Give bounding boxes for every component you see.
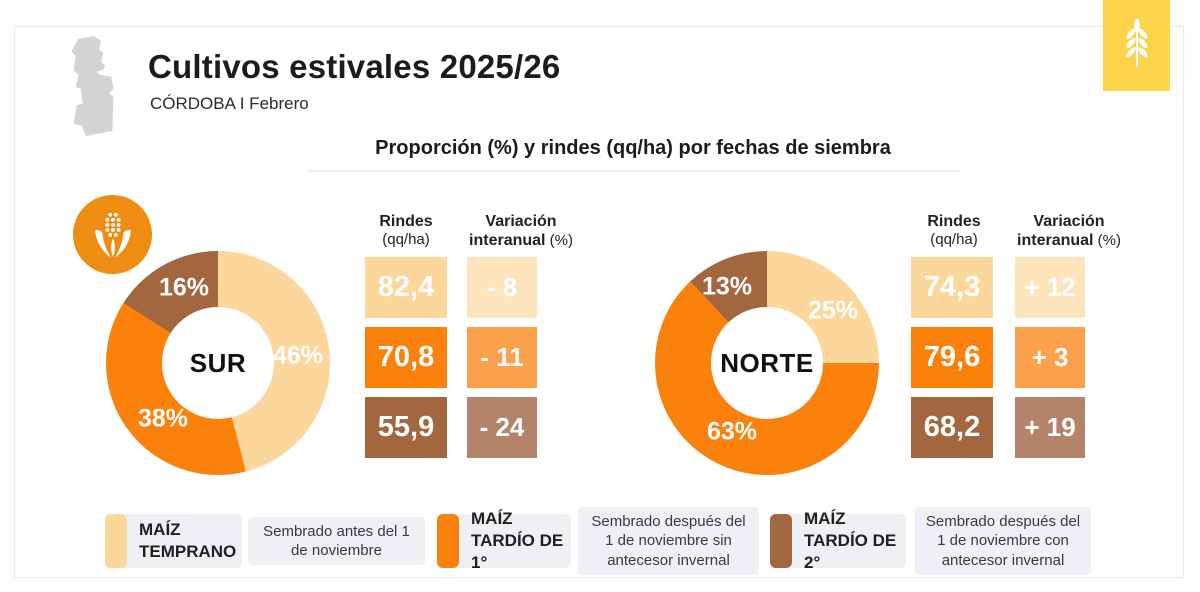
variacion-value-sur-tardio1: - 11 — [467, 327, 537, 388]
legend-item-maiz-tardio-1: MAÍZ TARDÍO DE 1° — [437, 509, 571, 572]
header-variacion-norte: Variación interanual (%) — [1017, 213, 1121, 250]
rinde-value-sur-tardio2: 55,9 — [365, 397, 447, 458]
variacion-value-norte-temprano: + 12 — [1015, 257, 1085, 318]
slice-label-tardio1-sur: 38% — [137, 404, 189, 433]
slice-label-tardio2-sur: 16% — [158, 273, 210, 302]
legend-label: MAÍZ TEMPRANO — [139, 519, 237, 561]
section-title: Proporción (%) y rindes (qq/ha) por fech… — [375, 137, 891, 159]
variacion-value-norte-tardio1: + 3 — [1015, 327, 1085, 388]
region-label-norte: NORTE — [720, 347, 814, 378]
legend-swatch-tardio1 — [437, 514, 459, 568]
legend-swatch-temprano — [105, 514, 127, 568]
rinde-value-norte-temprano: 74,3 — [911, 257, 993, 318]
legend-label: MAÍZ TARDÍO DE 2° — [804, 508, 897, 573]
slice-label-temprano-sur: 46% — [272, 341, 324, 370]
cordoba-province-map — [62, 36, 122, 138]
rinde-value-norte-tardio1: 79,6 — [911, 327, 993, 388]
donut-hole-norte: NORTE — [711, 307, 823, 419]
header-variacion-sur: Variación interanual (%) — [469, 213, 573, 250]
donut-chart-sur: 46% 38% 16% SUR — [106, 251, 330, 475]
variacion-value-sur-temprano: - 8 — [467, 257, 537, 318]
page-subtitle: CÓRDOBA I Febrero — [150, 94, 309, 113]
legend-item-maiz-tardio-2: MAÍZ TARDÍO DE 2° — [770, 509, 906, 572]
region-label-sur: SUR — [189, 347, 247, 378]
section-underline — [308, 170, 960, 172]
legend-swatch-tardio2 — [770, 514, 792, 568]
rinde-value-sur-tardio1: 70,8 — [365, 327, 447, 388]
variacion-value-sur-tardio2: - 24 — [467, 397, 537, 458]
donut-hole-sur: SUR — [162, 307, 274, 419]
wheat-icon — [1120, 17, 1154, 74]
donut-chart-norte: 25% 63% 13% NORTE — [655, 251, 879, 475]
rinde-value-sur-temprano: 82,4 — [365, 257, 447, 318]
corn-icon — [73, 195, 152, 274]
legend-description-maiz-tardio-2: Sembrado después del 1 de noviembre con … — [915, 507, 1091, 575]
variacion-value-norte-tardio2: + 19 — [1015, 397, 1085, 458]
slice-label-tardio1-norte: 63% — [706, 417, 758, 446]
rinde-value-norte-tardio2: 68,2 — [911, 397, 993, 458]
slice-label-tardio2-norte: 13% — [701, 272, 753, 301]
legend-label: MAÍZ TARDÍO DE 1° — [471, 508, 564, 573]
table-header-norte: Rindes (qq/ha) Variación interanual (%) — [903, 212, 1125, 250]
page-title: Cultivos estivales 2025/26 — [148, 48, 561, 85]
legend-item-maiz-temprano: MAÍZ TEMPRANO — [105, 514, 242, 568]
header-rindes-norte: Rindes (qq/ha) — [927, 213, 981, 249]
slice-label-temprano-norte: 25% — [807, 296, 859, 325]
legend-description-maiz-tardio-1: Sembrado después del 1 de noviembre sin … — [578, 507, 759, 575]
legend-description-maiz-temprano: Sembrado antes del 1 de noviembre — [248, 517, 425, 565]
header-rindes-sur: Rindes (qq/ha) — [379, 213, 433, 249]
brand-badge — [1103, 0, 1170, 91]
table-header-sur: Rindes (qq/ha) Variación interanual (%) — [355, 212, 577, 250]
